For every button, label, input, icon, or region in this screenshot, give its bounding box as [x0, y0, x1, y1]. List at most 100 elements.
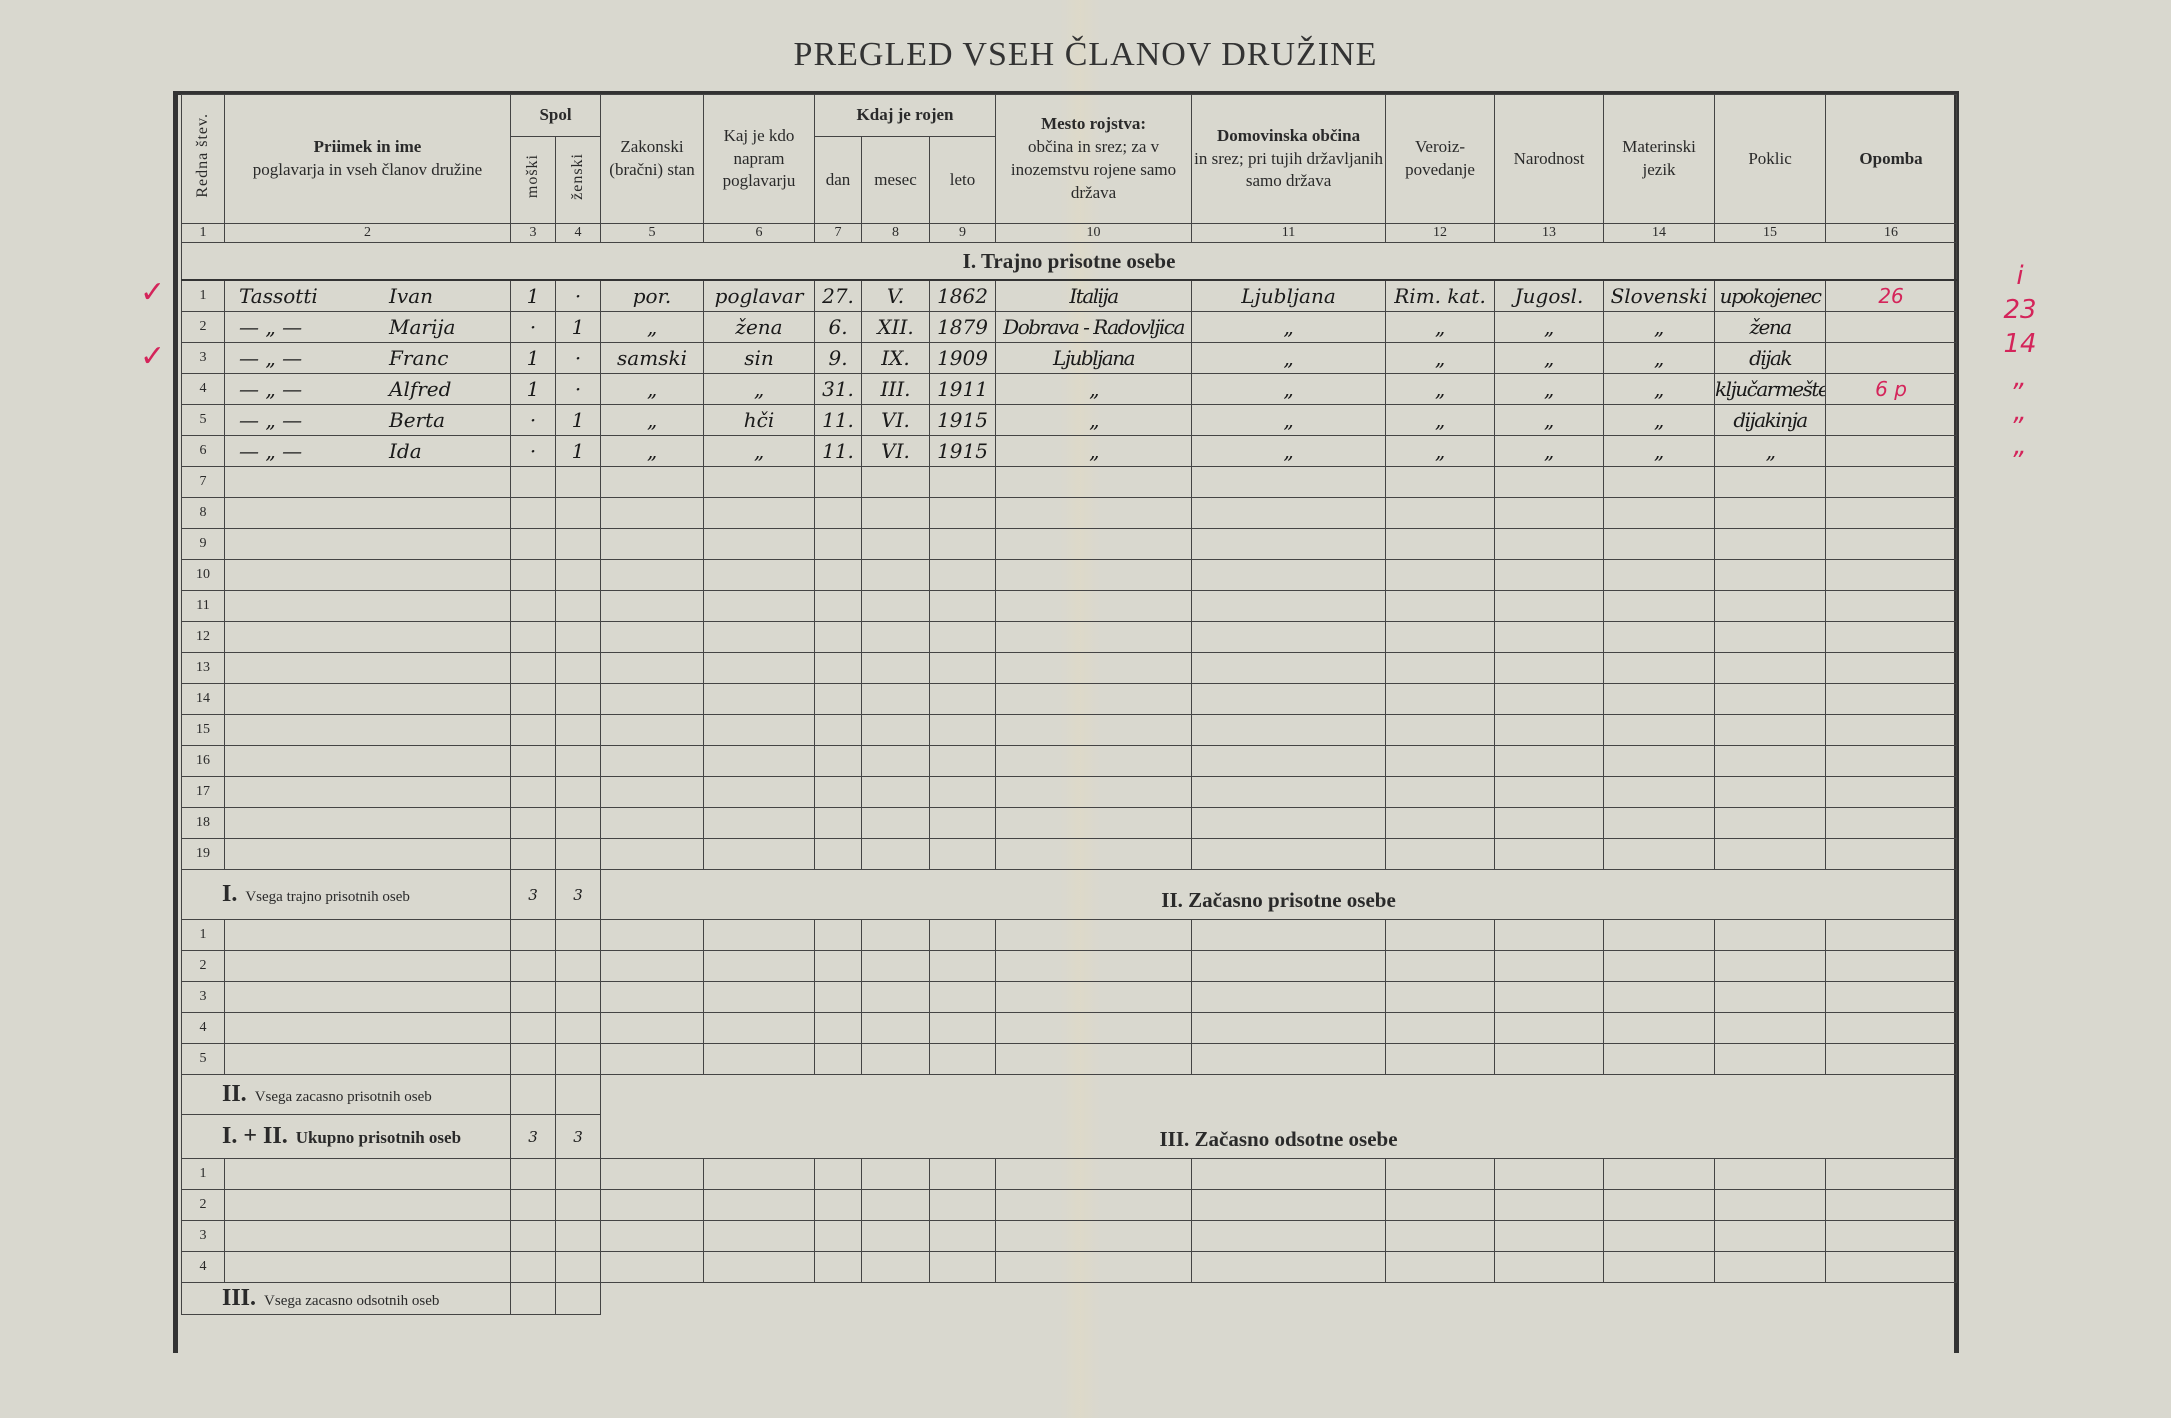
empty-cell	[224, 714, 511, 746]
empty-cell	[1494, 919, 1605, 951]
column-number: 5	[600, 223, 705, 243]
table-row: 16	[181, 745, 1958, 777]
empty-cell	[1385, 466, 1496, 498]
empty-cell	[1714, 838, 1827, 870]
empty-cell	[1385, 683, 1496, 715]
empty-cell	[510, 621, 556, 653]
row-number: 5	[181, 404, 225, 436]
empty-cell	[995, 466, 1193, 498]
empty-cell	[600, 621, 705, 653]
empty-cell	[1603, 1220, 1716, 1252]
margin-note: 23	[2003, 295, 2037, 325]
empty-cell	[224, 1189, 511, 1221]
row-number: 1	[181, 279, 225, 312]
empty-cell	[1714, 745, 1827, 777]
table-row: 3	[181, 981, 1958, 1013]
empty-cell	[995, 1012, 1193, 1044]
empty-cell	[554, 981, 602, 1013]
empty-cell	[1191, 1251, 1387, 1283]
column-number: 1	[181, 223, 225, 243]
empty-cell	[554, 590, 602, 622]
empty-cell	[224, 1012, 511, 1044]
empty-cell	[1385, 1012, 1496, 1044]
empty-cell	[224, 919, 511, 951]
empty-cell	[995, 950, 1193, 982]
empty-cell	[1714, 1189, 1827, 1221]
cell-mesec: VI.	[861, 435, 931, 467]
empty-cell	[995, 838, 1193, 870]
empty-cell	[1385, 807, 1496, 839]
cell-domov: „	[1191, 435, 1387, 467]
empty-cell	[1494, 745, 1605, 777]
cell-jezik: Slovenski	[1603, 279, 1716, 312]
empty-cell	[861, 1220, 931, 1252]
column-number: 13	[1494, 223, 1605, 243]
empty-cell	[600, 981, 705, 1013]
cell-m: 1	[510, 373, 556, 405]
empty-cell	[929, 776, 997, 808]
cell-poklic: dijakinja	[1714, 404, 1827, 436]
empty-cell	[703, 652, 816, 684]
empty-cell	[510, 652, 556, 684]
row-number: 2	[181, 311, 225, 343]
total-male: 3	[510, 1114, 556, 1159]
empty-cell	[814, 714, 863, 746]
cell-rel: žena	[703, 311, 816, 343]
empty-cell	[1825, 621, 1958, 653]
empty-cell	[1385, 1220, 1496, 1252]
cell-vera: „	[1385, 404, 1496, 436]
column-number: 14	[1603, 223, 1716, 243]
total-female	[554, 1074, 602, 1115]
total-female	[554, 1282, 602, 1315]
empty-cell	[1714, 1220, 1827, 1252]
table-row: 6— „ — Ida · 1 „ „ 11. VI. 1915 „ „ „ „ „ „	[181, 435, 1958, 467]
cell-vera: „	[1385, 342, 1496, 374]
header-opomba: Opomba	[1825, 94, 1958, 224]
empty-cell	[1191, 919, 1387, 951]
total-label: II. Vsega zacasno prisotnih oseb	[181, 1074, 511, 1115]
cell-opomba	[1825, 435, 1958, 467]
empty-cell	[995, 1158, 1193, 1190]
cell-mesto: „	[995, 435, 1193, 467]
given-name: Alfred	[389, 377, 452, 401]
empty-cell	[1825, 776, 1958, 808]
empty-cell	[703, 621, 816, 653]
total-label: III. Vsega zacasno odsotnih oseb	[181, 1282, 511, 1315]
empty-cell	[1603, 776, 1716, 808]
empty-cell	[1603, 528, 1716, 560]
empty-cell	[995, 559, 1193, 591]
empty-cell	[861, 528, 931, 560]
empty-cell	[703, 1043, 816, 1075]
column-number: 12	[1385, 223, 1496, 243]
table-row: 11	[181, 590, 1958, 622]
empty-cell	[861, 714, 931, 746]
total-text: Vsega zacasno odsotnih oseb	[264, 1293, 440, 1309]
empty-cell	[1191, 950, 1387, 982]
empty-cell	[554, 919, 602, 951]
cell-domov: „	[1191, 342, 1387, 374]
table-row: 2	[181, 950, 1958, 982]
cell-dan: 9.	[814, 342, 863, 374]
cell-stan: por.	[600, 279, 705, 312]
empty-cell	[929, 1189, 997, 1221]
row-number: 18	[181, 807, 225, 839]
empty-cell	[995, 981, 1193, 1013]
empty-cell	[1603, 1189, 1716, 1221]
empty-cell	[814, 1220, 863, 1252]
empty-cell	[1714, 621, 1827, 653]
cell-jezik: „	[1603, 404, 1716, 436]
combined-label: I. + II. Ukupno prisotnih oseb	[181, 1114, 511, 1159]
empty-cell	[703, 1012, 816, 1044]
empty-cell	[1494, 776, 1605, 808]
empty-cell	[1603, 919, 1716, 951]
header-vera: Veroiz-povedanje	[1385, 94, 1496, 224]
empty-cell	[1494, 590, 1605, 622]
empty-cell	[1494, 497, 1605, 529]
column-number: 2	[224, 223, 511, 243]
margin-note: i	[2016, 261, 2024, 291]
empty-cell	[861, 807, 931, 839]
empty-cell	[1494, 950, 1605, 982]
empty-cell	[861, 1043, 931, 1075]
empty-cell	[224, 652, 511, 684]
cell-domov: Ljubljana	[1191, 279, 1387, 312]
